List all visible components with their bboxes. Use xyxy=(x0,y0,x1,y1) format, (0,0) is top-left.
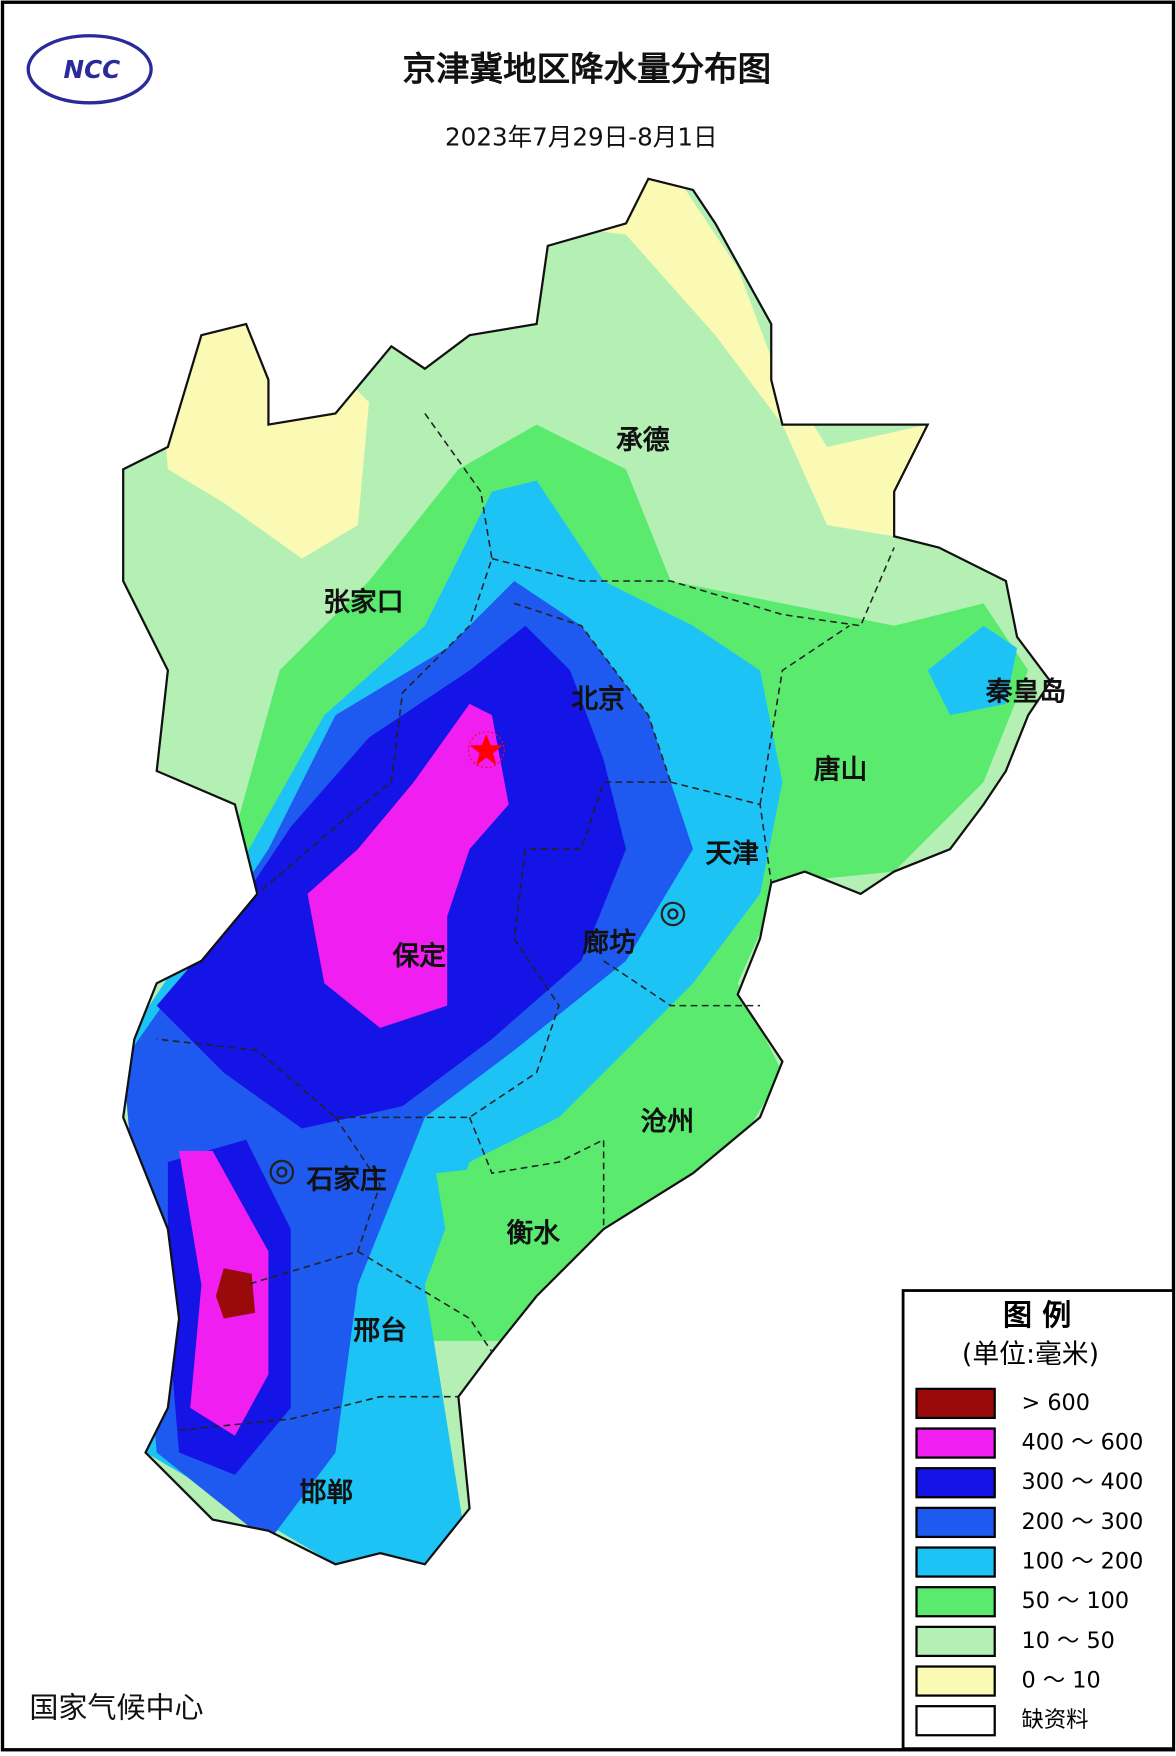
city-label: 衡水 xyxy=(506,1218,560,1249)
legend-label: 10 ～ 50 xyxy=(1022,1628,1115,1654)
city-label: 天津 xyxy=(705,838,759,869)
legend-swatch xyxy=(915,1467,996,1499)
legend-label: > 600 xyxy=(1022,1390,1090,1416)
city-label: 邢台 xyxy=(353,1314,407,1346)
city-icon xyxy=(660,901,686,927)
footer-source: 国家气候中心 xyxy=(29,1690,203,1724)
city-label: 张家口 xyxy=(323,586,403,618)
city-boundary xyxy=(491,547,895,627)
legend-swatch xyxy=(915,1665,996,1697)
subtitle: 2023年7月29日-8月1日 xyxy=(445,122,718,151)
capital-ring xyxy=(467,731,505,769)
city-label: 保定 xyxy=(391,940,446,972)
legend-unit: (单位:毫米) xyxy=(962,1339,1099,1370)
capital-icon xyxy=(469,734,504,766)
legend-label: 0 ～ 10 xyxy=(1022,1668,1101,1694)
city-boundary xyxy=(670,625,850,883)
logo: NCC xyxy=(26,34,153,105)
logo-text: NCC xyxy=(64,55,121,84)
city-icons xyxy=(269,901,686,1185)
city-label: 廊坊 xyxy=(582,927,636,959)
layer-600-plus xyxy=(215,1268,256,1319)
city-icon xyxy=(269,1159,295,1185)
legend-swatch xyxy=(915,1427,996,1459)
legend-swatch xyxy=(915,1387,996,1420)
legend-swatch xyxy=(915,1705,996,1737)
capital-star xyxy=(467,731,505,769)
legend: 图 例 (单位:毫米) > 600 400 ～ 600 300 ～ 400 200 ～… xyxy=(901,1289,1175,1751)
layer-100-200 xyxy=(927,625,1018,716)
legend-label: 100 ～ 200 xyxy=(1022,1549,1144,1575)
city-label: 邯郸 xyxy=(300,1477,354,1508)
legend-swatch xyxy=(915,1625,996,1658)
legend-label: 缺资料 xyxy=(1022,1707,1089,1733)
city-boundary xyxy=(256,412,493,895)
legend-title: 图 例 xyxy=(1003,1298,1071,1332)
city-label: 秦皇岛 xyxy=(985,675,1066,707)
city-label: 承德 xyxy=(616,425,670,456)
city-label: 石家庄 xyxy=(305,1164,387,1196)
city-label: 北京 xyxy=(571,683,625,715)
legend-label: 200 ～ 300 xyxy=(1022,1509,1144,1535)
legend-swatch xyxy=(915,1546,996,1578)
legend-swatch xyxy=(915,1506,996,1539)
logo-ring xyxy=(26,34,153,105)
title: 京津冀地区降水量分布图 xyxy=(403,49,772,88)
layer-400-600 xyxy=(307,703,509,1028)
city-label: 沧州 xyxy=(641,1105,695,1137)
legend-swatch xyxy=(915,1586,996,1618)
city-icon xyxy=(667,908,679,920)
city-boundary xyxy=(156,602,672,1119)
city-boundary xyxy=(178,960,761,1431)
legend-label: 300 ～ 400 xyxy=(1022,1469,1144,1495)
layer-0-10 xyxy=(536,178,928,537)
legend-label: 50 ～ 100 xyxy=(1022,1588,1130,1614)
city-icon xyxy=(276,1166,288,1178)
city-label: 唐山 xyxy=(814,753,868,785)
legend-label: 400 ～ 600 xyxy=(1022,1430,1144,1456)
